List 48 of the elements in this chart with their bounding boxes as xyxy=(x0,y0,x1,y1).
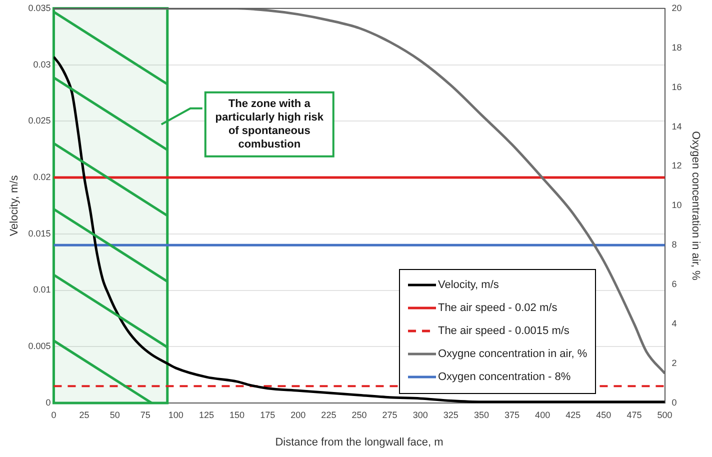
y-tick-label: 0.035 xyxy=(28,2,51,13)
y2-tick-label: 0 xyxy=(672,397,677,408)
x-tick-label: 175 xyxy=(260,410,276,420)
x-tick-label: 325 xyxy=(443,410,458,420)
x-tick-label: 150 xyxy=(230,410,245,420)
y2-tick-label: 12 xyxy=(672,160,682,171)
legend-label: The air speed - 0.02 m/s xyxy=(438,302,558,314)
y2-axis-title: Oxygen concentration in air, % xyxy=(689,131,702,281)
y2-tick-label: 4 xyxy=(672,318,677,329)
x-tick-label: 50 xyxy=(110,410,120,420)
legend-label: Velocity, m/s xyxy=(438,279,499,292)
y2-tick-label: 14 xyxy=(672,121,682,132)
band-label: The zone with a particularly high risk of spontaneous combustion xyxy=(215,98,324,151)
legend-label: The air speed - 0.0015 m/s xyxy=(438,325,570,338)
x-tick-label: 375 xyxy=(504,410,520,420)
x-tick-label: 400 xyxy=(535,410,550,420)
x-tick-label: 75 xyxy=(140,410,150,420)
x-tick-label: 200 xyxy=(290,410,306,420)
x-tick-label: 275 xyxy=(382,410,398,420)
x-tick-label: 125 xyxy=(198,410,214,420)
x-tick-label: 475 xyxy=(626,410,642,420)
y-tick-label: 0.03 xyxy=(33,59,51,70)
x-tick-label: 25 xyxy=(79,410,90,420)
y2-tick-label: 20 xyxy=(672,2,682,13)
y2-tick-label: 16 xyxy=(672,82,682,92)
legend-label: Oxygne concentration in air, % xyxy=(438,348,588,360)
x-tick-label: 350 xyxy=(474,410,489,420)
y2-tick-label: 6 xyxy=(672,279,677,290)
x-tick-label: 500 xyxy=(657,410,672,420)
x-tick-label: 250 xyxy=(352,410,367,420)
y-tick-label: 0.02 xyxy=(33,172,51,182)
x-tick-label: 450 xyxy=(596,410,612,420)
y-tick-label: 0.025 xyxy=(28,116,51,126)
x-tick-label: 300 xyxy=(412,410,428,420)
legend-label: Oxygen concentration - 8% xyxy=(438,371,571,384)
y-axis-title: Velocity, m/s xyxy=(8,174,21,236)
y-tick-label: 0.005 xyxy=(28,341,51,352)
x-tick-label: 100 xyxy=(168,410,184,420)
y2-tick-label: 2 xyxy=(672,358,677,368)
x-axis-title: Distance from the longwall face, m xyxy=(275,436,444,448)
y2-tick-label: 10 xyxy=(672,200,682,210)
y2-tick-label: 8 xyxy=(672,240,677,250)
y-tick-label: 0 xyxy=(46,397,51,408)
x-tick-label: 225 xyxy=(321,410,336,420)
x-tick-label: 425 xyxy=(566,410,581,420)
y2-tick-label: 18 xyxy=(672,42,682,52)
y-tick-label: 0.015 xyxy=(28,228,51,238)
y-tick-label: 0.01 xyxy=(33,284,51,295)
